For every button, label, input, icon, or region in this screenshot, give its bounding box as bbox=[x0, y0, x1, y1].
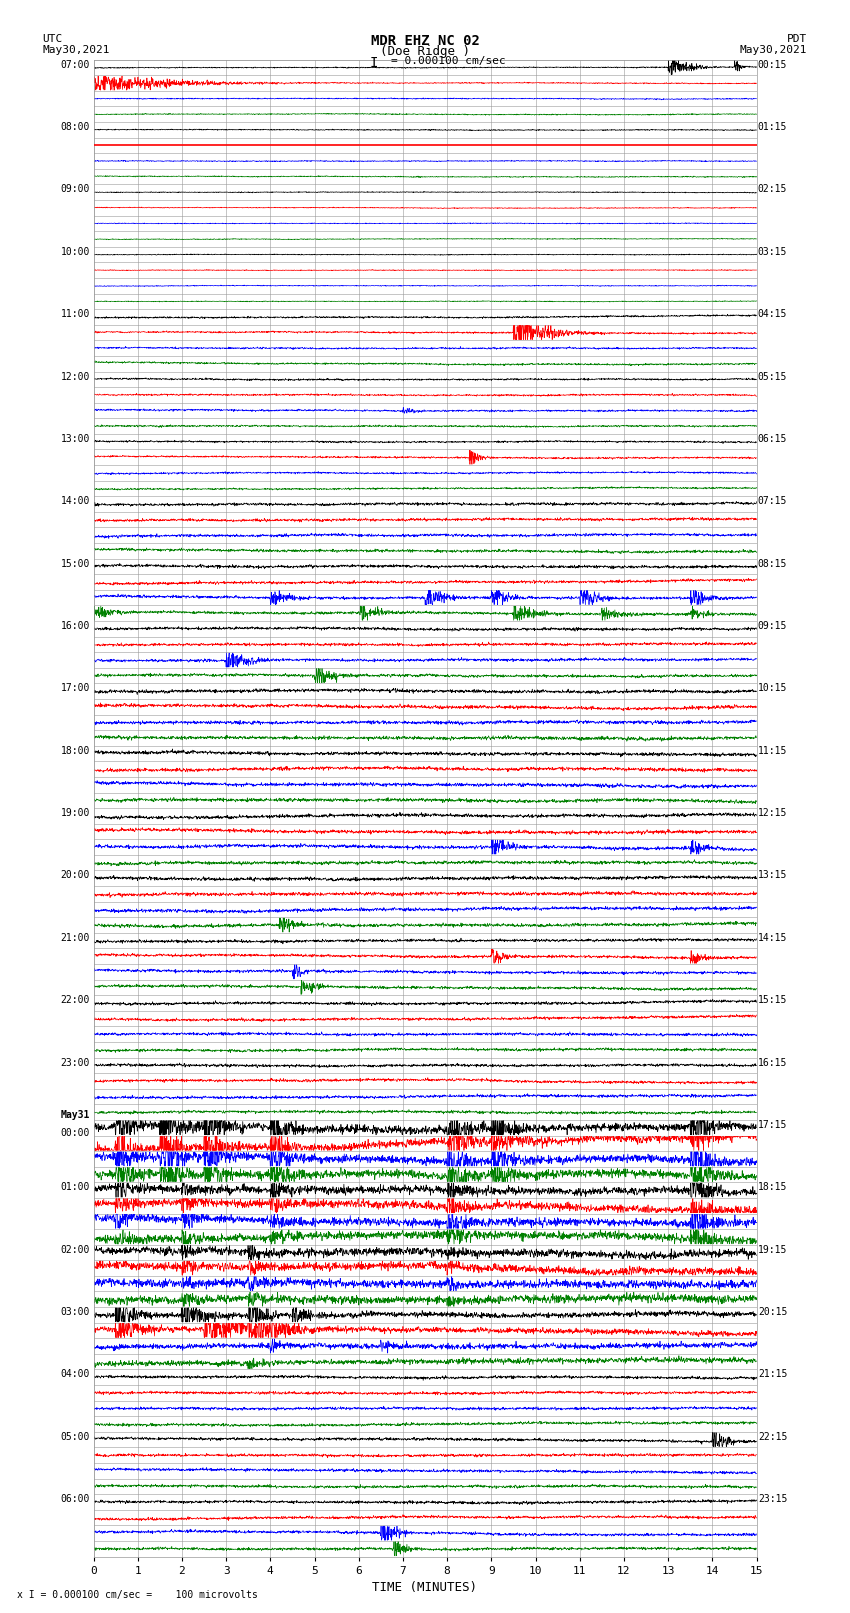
Text: 03:15: 03:15 bbox=[758, 247, 787, 256]
Text: 15:15: 15:15 bbox=[758, 995, 787, 1005]
Text: 10:15: 10:15 bbox=[758, 684, 787, 694]
Text: May31: May31 bbox=[61, 1110, 90, 1119]
Text: UTC: UTC bbox=[42, 34, 63, 44]
Text: 20:15: 20:15 bbox=[758, 1307, 787, 1318]
Text: 18:00: 18:00 bbox=[61, 745, 90, 756]
Text: 04:15: 04:15 bbox=[758, 310, 787, 319]
Text: 05:15: 05:15 bbox=[758, 371, 787, 382]
Text: 09:15: 09:15 bbox=[758, 621, 787, 631]
Text: = 0.000100 cm/sec: = 0.000100 cm/sec bbox=[391, 56, 506, 66]
Text: 12:15: 12:15 bbox=[758, 808, 787, 818]
Text: I: I bbox=[370, 56, 378, 71]
Text: 16:15: 16:15 bbox=[758, 1058, 787, 1068]
Text: 04:00: 04:00 bbox=[61, 1369, 90, 1379]
Text: May30,2021: May30,2021 bbox=[740, 45, 808, 55]
Text: 17:15: 17:15 bbox=[758, 1119, 787, 1131]
Text: MDR EHZ NC 02: MDR EHZ NC 02 bbox=[371, 34, 479, 48]
Text: 06:00: 06:00 bbox=[61, 1494, 90, 1505]
Text: 19:00: 19:00 bbox=[61, 808, 90, 818]
Text: 02:00: 02:00 bbox=[61, 1245, 90, 1255]
Text: 13:00: 13:00 bbox=[61, 434, 90, 444]
Text: 07:15: 07:15 bbox=[758, 497, 787, 506]
Text: 12:00: 12:00 bbox=[61, 371, 90, 382]
Text: 06:15: 06:15 bbox=[758, 434, 787, 444]
Text: 00:15: 00:15 bbox=[758, 60, 787, 69]
Text: 15:00: 15:00 bbox=[61, 558, 90, 569]
Text: 19:15: 19:15 bbox=[758, 1245, 787, 1255]
Text: x I = 0.000100 cm/sec =    100 microvolts: x I = 0.000100 cm/sec = 100 microvolts bbox=[17, 1590, 258, 1600]
Text: 22:00: 22:00 bbox=[61, 995, 90, 1005]
Text: 17:00: 17:00 bbox=[61, 684, 90, 694]
Text: May30,2021: May30,2021 bbox=[42, 45, 110, 55]
Text: 23:15: 23:15 bbox=[758, 1494, 787, 1505]
Text: (Doe Ridge ): (Doe Ridge ) bbox=[380, 45, 470, 58]
Text: 01:00: 01:00 bbox=[61, 1182, 90, 1192]
Text: 14:15: 14:15 bbox=[758, 932, 787, 944]
Text: 07:00: 07:00 bbox=[61, 60, 90, 69]
Text: 03:00: 03:00 bbox=[61, 1307, 90, 1318]
Text: 20:00: 20:00 bbox=[61, 871, 90, 881]
Text: 21:00: 21:00 bbox=[61, 932, 90, 944]
Text: 23:00: 23:00 bbox=[61, 1058, 90, 1068]
Text: 22:15: 22:15 bbox=[758, 1432, 787, 1442]
Text: 01:15: 01:15 bbox=[758, 123, 787, 132]
Text: 09:00: 09:00 bbox=[61, 184, 90, 195]
Text: 11:15: 11:15 bbox=[758, 745, 787, 756]
Text: 14:00: 14:00 bbox=[61, 497, 90, 506]
Text: 11:00: 11:00 bbox=[61, 310, 90, 319]
Text: 08:15: 08:15 bbox=[758, 558, 787, 569]
Text: 21:15: 21:15 bbox=[758, 1369, 787, 1379]
X-axis label: TIME (MINUTES): TIME (MINUTES) bbox=[372, 1581, 478, 1594]
Text: 02:15: 02:15 bbox=[758, 184, 787, 195]
Text: 13:15: 13:15 bbox=[758, 871, 787, 881]
Text: 18:15: 18:15 bbox=[758, 1182, 787, 1192]
Text: PDT: PDT bbox=[787, 34, 808, 44]
Text: 05:00: 05:00 bbox=[61, 1432, 90, 1442]
Text: 10:00: 10:00 bbox=[61, 247, 90, 256]
Text: 08:00: 08:00 bbox=[61, 123, 90, 132]
Text: 16:00: 16:00 bbox=[61, 621, 90, 631]
Text: 00:00: 00:00 bbox=[61, 1127, 90, 1137]
